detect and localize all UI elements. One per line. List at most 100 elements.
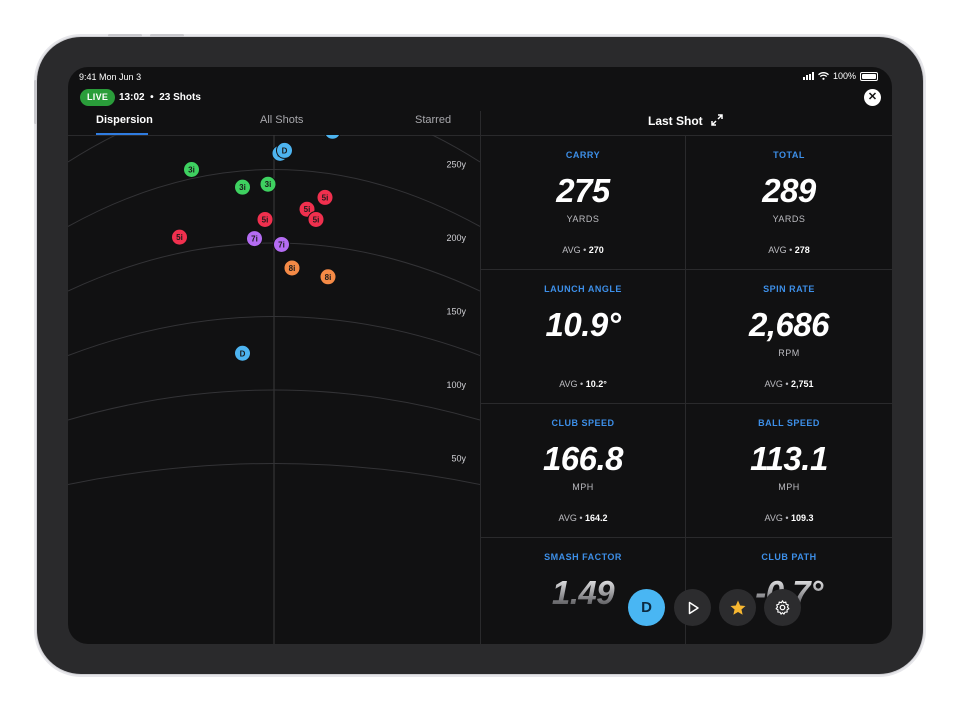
distance-arc	[68, 316, 481, 356]
star-button[interactable]	[719, 589, 756, 626]
panel-divider	[480, 111, 481, 644]
shot-marker[interactable]: 8i	[283, 259, 301, 277]
metric-value: 275	[556, 172, 610, 209]
shot-marker-label: 5i	[304, 205, 311, 214]
shot-marker[interactable]: 5i	[256, 210, 274, 228]
shot-marker[interactable]: 5i	[316, 188, 334, 206]
metric-average: AVG • 109.3	[764, 513, 814, 523]
shot-marker[interactable]: 5i	[171, 228, 188, 246]
metric-value: 113.1	[750, 440, 828, 477]
avg-value: 270	[588, 245, 604, 255]
shot-marker-label: D	[330, 135, 336, 136]
shot-marker[interactable]: D	[234, 344, 251, 362]
wifi-icon	[818, 72, 829, 80]
avg-label: AVG	[764, 379, 783, 389]
cellular-signal-icon	[802, 72, 814, 80]
shot-marker[interactable]: 3i	[234, 178, 251, 196]
dispersion-chart: 350y300y250y200y150y100y50yDDDDDDDDDD★3i…	[68, 67, 481, 644]
play-button[interactable]	[674, 589, 711, 626]
metric-value: 10.9°	[545, 306, 621, 343]
distance-label: 100y	[446, 380, 466, 390]
expand-icon[interactable]	[710, 113, 724, 127]
shot-marker[interactable]: 8i	[319, 268, 337, 286]
metric-unit: MPH	[778, 482, 800, 492]
metric-value: 289	[762, 172, 816, 209]
play-icon	[688, 601, 699, 614]
session-info: 13:02 • 23 Shots	[119, 92, 201, 103]
metric-title: TOTAL	[773, 150, 805, 160]
metric-average: AVG • 164.2	[558, 513, 608, 523]
metric-unit: RPM	[778, 348, 800, 358]
metric-unit: MPH	[572, 482, 594, 492]
volume-button-down	[150, 34, 184, 37]
distance-label: 200y	[446, 233, 466, 243]
last-shot-title: Last Shot	[648, 114, 703, 128]
metric-average: AVG • 278	[768, 245, 810, 255]
metric-title: BALL SPEED	[758, 418, 820, 428]
shot-marker[interactable]: 7i	[246, 230, 263, 248]
shot-marker[interactable]: 5i	[307, 210, 325, 228]
shot-marker-label: 3i	[265, 180, 272, 189]
tab-dispersion[interactable]: Dispersion	[96, 114, 153, 126]
shot-marker[interactable]: 3i	[183, 161, 200, 178]
tab-all-shots[interactable]: All Shots	[260, 114, 304, 126]
shot-marker-label: 8i	[325, 273, 332, 282]
shot-marker-label: D	[282, 146, 288, 155]
battery-icon	[860, 71, 878, 81]
shot-marker-label: 5i	[322, 193, 329, 202]
shot-marker-label: 5i	[176, 233, 183, 242]
avg-value: 10.2°	[585, 379, 607, 389]
avg-label: AVG	[558, 513, 577, 523]
shot-marker-label: 7i	[278, 240, 285, 249]
club-select-label: D	[641, 599, 652, 616]
dispersion-plot[interactable]: 350y300y250y200y150y100y50yDDDDDDDDDD★3i…	[68, 67, 481, 644]
close-button[interactable]: ✕	[864, 89, 881, 106]
power-button	[34, 80, 37, 124]
metric-unit: YARDS	[772, 214, 806, 224]
avg-label: AVG	[764, 513, 783, 523]
view-tabs: Dispersion All Shots Starred	[68, 111, 480, 136]
shot-marker[interactable]: D	[324, 122, 341, 140]
app-screen: 9:41 Mon Jun 3 100% LIVE 13:02 • 23 Shot…	[68, 67, 892, 644]
close-icon: ✕	[867, 91, 878, 103]
battery-percent: 100%	[832, 71, 856, 81]
shot-marker-label: 3i	[239, 183, 246, 192]
gear-icon	[775, 600, 790, 615]
shot-marker[interactable]: 3i	[259, 175, 277, 193]
metric-total: TOTAL 289 YARDS AVG • 278	[686, 136, 892, 270]
distance-arc	[68, 169, 481, 227]
session-time: 13:02	[119, 92, 145, 103]
shot-marker-label: 3i	[188, 166, 195, 175]
shot-marker[interactable]: D	[276, 141, 293, 159]
avg-label: AVG	[768, 245, 787, 255]
club-select-button[interactable]: D	[628, 589, 665, 626]
avg-value: 109.3	[790, 513, 814, 523]
avg-label: AVG	[559, 379, 578, 389]
metric-spin-rate: SPIN RATE 2,686 RPM AVG • 2,751	[686, 270, 892, 404]
shot-marker-label: 8i	[289, 264, 296, 273]
metric-title: SMASH FACTOR	[544, 552, 622, 562]
distance-label: 50y	[451, 454, 466, 464]
shot-count: 23 Shots	[159, 92, 201, 103]
metric-ball-speed: BALL SPEED 113.1 MPH AVG • 109.3	[686, 404, 892, 538]
tab-starred[interactable]: Starred	[415, 114, 452, 126]
metric-value: 2,686	[748, 306, 830, 343]
settings-button[interactable]	[764, 589, 801, 626]
metric-launch-angle: LAUNCH ANGLE 10.9° AVG • 10.2°	[481, 270, 686, 404]
distance-label: 150y	[446, 307, 466, 317]
active-tab-indicator	[96, 133, 148, 135]
avg-value: 2,751	[790, 379, 814, 389]
status-date: Mon Jun 3	[99, 72, 142, 82]
metric-club-speed: CLUB SPEED 166.8 MPH AVG • 164.2	[481, 404, 686, 538]
metrics-grid: CARRY 275 YARDS AVG • 270 TOTAL 289 YARD…	[481, 136, 892, 644]
metric-value: 1.49	[481, 574, 685, 612]
shot-marker-label: D	[240, 349, 246, 358]
status-bar: 9:41 Mon Jun 3 100%	[68, 67, 892, 87]
shot-marker[interactable]: 7i	[273, 235, 290, 253]
status-time: 9:41	[79, 72, 97, 82]
distance-arc	[68, 389, 481, 421]
volume-button-up	[108, 34, 142, 37]
metric-carry: CARRY 275 YARDS AVG • 270	[481, 136, 686, 270]
metric-average: AVG • 10.2°	[559, 379, 607, 389]
metric-title: LAUNCH ANGLE	[544, 284, 622, 294]
